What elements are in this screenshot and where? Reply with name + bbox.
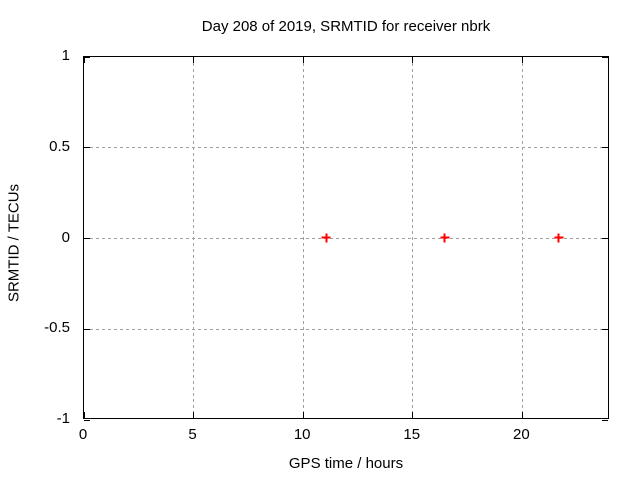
y-tick-right xyxy=(602,147,608,149)
x-tick-top xyxy=(302,57,304,63)
x-axis-label: GPS time / hours xyxy=(288,455,404,472)
chart-title: Day 208 of 2019, SRMTID for receiver nbr… xyxy=(201,18,491,35)
x-tick-bottom xyxy=(193,412,195,418)
y-tick-left xyxy=(84,238,90,239)
x-tick-top xyxy=(193,57,195,63)
x-tick-label: 15 xyxy=(403,426,421,443)
x-tick-top xyxy=(83,57,85,63)
y-tick-right xyxy=(602,419,608,421)
x-tick-label: 20 xyxy=(512,426,530,443)
y-tick-left xyxy=(84,328,90,330)
gridline-y--0.5 xyxy=(84,328,608,330)
marker-plus-vertical-bar xyxy=(325,233,328,242)
y-tick-right xyxy=(602,328,608,330)
gridline-y-0.5 xyxy=(84,147,608,149)
plot-area xyxy=(83,56,609,421)
y-tick-label: 0.5 xyxy=(49,137,70,155)
data-point-marker xyxy=(321,233,331,242)
x-tick-label: 5 xyxy=(188,426,197,443)
x-tick-label: 0 xyxy=(78,426,88,443)
gridline-y-0 xyxy=(84,238,608,239)
y-tick-left xyxy=(84,419,90,421)
y-tick-label: -1 xyxy=(56,410,70,427)
marker-plus-vertical-bar xyxy=(443,233,446,242)
x-tick-bottom xyxy=(412,412,414,418)
y-tick-right xyxy=(602,238,608,239)
x-tick-top xyxy=(412,57,414,63)
gridline-x-5 xyxy=(193,57,195,418)
y-tick-left xyxy=(84,56,90,58)
x-tick-bottom xyxy=(302,412,304,418)
x-tick-bottom xyxy=(83,412,85,418)
marker-plus-vertical-bar xyxy=(557,233,560,242)
y-tick-label: 0 xyxy=(61,228,70,246)
gridline-x-15 xyxy=(412,57,414,418)
gridline-x-20 xyxy=(521,57,523,418)
y-tick-label: -0.5 xyxy=(44,319,70,337)
data-point-marker xyxy=(440,233,450,242)
y-tick-left xyxy=(84,147,90,149)
x-tick-label: 10 xyxy=(293,426,311,443)
gridline-x-10 xyxy=(302,57,304,418)
x-tick-bottom xyxy=(521,412,523,418)
x-tick-top xyxy=(521,57,523,63)
data-point-marker xyxy=(554,233,564,242)
y-tick-right xyxy=(602,56,608,58)
y-tick-label: 1 xyxy=(61,47,70,64)
